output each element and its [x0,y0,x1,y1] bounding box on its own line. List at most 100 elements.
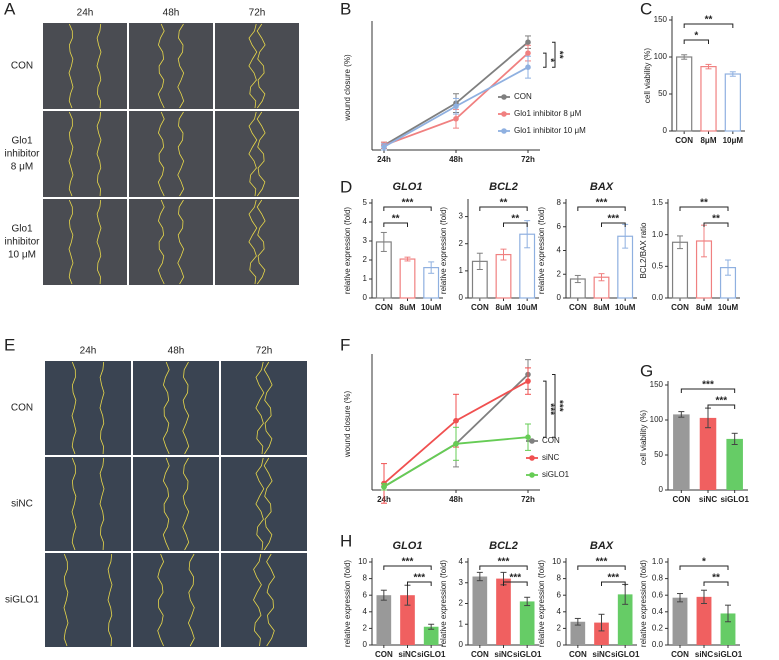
y-tick-label: 2 [459,239,464,248]
wound-edge [71,361,77,455]
row-label: CON [11,403,33,414]
x-tick-label: 8uM [400,303,416,312]
x-tick-label: CON [672,495,690,504]
point [525,378,531,384]
sig-label: *** [607,214,619,225]
error-bar [428,623,435,630]
x-tick-label: 10uM [421,303,442,312]
error-bar [380,231,387,252]
y-axis-label: BCL2/BAX ratio [639,222,648,279]
legend-label: CON [542,436,560,445]
bar [700,66,717,132]
x-tick-label: CON [671,650,689,659]
column-header: 72h [256,346,273,357]
wound-edge [68,111,74,197]
y-tick-label: 6 [363,590,368,599]
point [453,103,459,110]
sig-label: *** [498,557,510,568]
micrograph [45,457,131,551]
micrograph [221,361,307,455]
legend-marker [529,455,535,461]
legend-marker [529,438,535,444]
wound-edge [162,361,170,455]
y-tick-label: 0 [459,640,464,649]
y-axis-label: cell viability (%) [639,410,648,465]
sig-label: ** [705,15,713,26]
error-bar [380,589,387,601]
legend-marker [501,128,507,134]
y-tick-label: 50 [654,450,663,459]
bar [676,56,693,132]
sig-label: ** [511,214,519,225]
bar [570,621,586,645]
y-tick-label: 2 [363,624,368,633]
y-tick-label: 0 [363,293,368,302]
sig-label: *** [402,557,414,568]
panel-label: B [340,0,351,18]
y-tick-label: 0 [659,485,664,494]
bar [400,595,415,645]
x-tick-label: 10uM [517,303,538,312]
y-tick-label: 4 [459,557,464,566]
y-axis-label: wound closure (%) [343,54,352,122]
x-tick-label: CON [375,650,393,659]
x-tick-label: siNC [494,650,512,659]
panel-label: E [4,335,15,354]
y-tick-label: 150 [650,380,664,389]
micrograph [221,457,307,551]
y-axis-label: relative expression (fold) [639,560,648,647]
bar [423,626,439,645]
y-tick-label: 0.6 [652,590,664,599]
sig-bracket [543,380,547,438]
point [381,483,387,490]
wound-edge [248,23,258,109]
x-tick-label: CON [569,303,587,312]
bar [671,241,689,299]
panel-label: C [640,0,652,18]
x-tick-label: CON [375,303,393,312]
wound-edge [187,553,195,647]
sig-bracket [543,52,547,68]
point [525,50,531,56]
bar [399,258,416,299]
x-tick-label: siNC [699,495,717,504]
bar [376,595,392,645]
point [453,441,459,447]
x-tick-label: 8uM [594,303,610,312]
y-axis-label: cell viability (%) [643,48,652,103]
wound-edge [157,23,165,109]
wound-edge [266,553,275,647]
micrograph [43,23,127,109]
y-tick-label: 1.0 [652,230,664,239]
y-axis-label: wound closure (%) [343,391,352,459]
wound-edge [99,457,105,551]
x-tick-label: CON [675,136,693,145]
sig-bracket [577,565,626,570]
micrograph [45,361,131,455]
y-tick-label: 1 [459,266,464,275]
x-tick-label: CON [471,650,489,659]
x-tick-label: siGLO1 [417,650,446,659]
y-tick-label: 0 [363,640,368,649]
bar [720,613,736,645]
x-tick-label: 10uM [615,303,636,312]
point [525,39,531,45]
column-header: 48h [163,8,180,19]
sig-bracket [703,581,729,586]
micrograph [215,23,299,109]
x-tick-label: 24h [377,155,391,164]
y-tick-label: 8 [557,574,562,583]
sig-label: ** [700,198,708,209]
y-tick-label: 3 [363,236,368,245]
sig-label: *** [402,198,414,209]
y-tick-label: 0.0 [652,293,664,302]
bar [696,596,712,645]
point [525,64,531,70]
chart-title: GLO1 [393,540,423,552]
y-tick-label: 3 [459,212,464,221]
y-tick-label: 1.5 [652,198,664,207]
point [525,434,531,441]
sig-bracket [383,222,408,227]
x-tick-label: siNC [592,650,610,659]
